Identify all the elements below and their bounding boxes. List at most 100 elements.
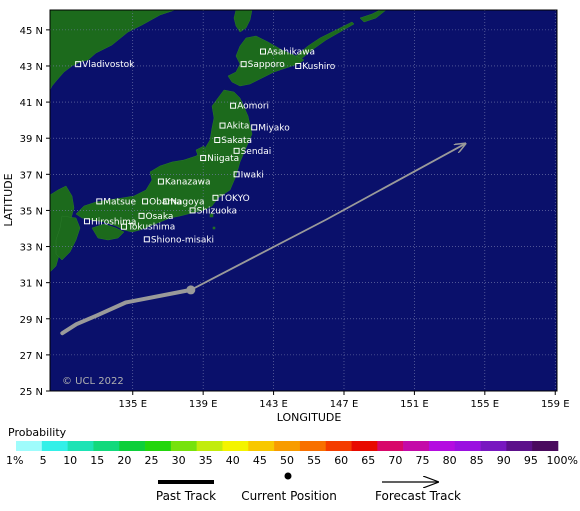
sado-island <box>195 145 207 157</box>
city-label: Niigata <box>207 154 239 164</box>
y-tick-label: 33 N <box>20 243 43 254</box>
colorbar-tick-label: 70 <box>388 454 402 467</box>
y-tick-label: 31 N <box>20 279 43 290</box>
y-tick-label: 43 N <box>20 62 43 73</box>
city-osaka: Osaka <box>138 212 174 222</box>
track-legend: Past Track Current Position Forecast Tra… <box>156 472 461 503</box>
city-label: Obama <box>149 197 182 207</box>
copyright-label: © UCL 2022 <box>62 376 124 387</box>
city-label: TOKYO <box>218 194 249 204</box>
colorbar-tick-label: 10 <box>63 454 77 467</box>
colorbar-segment <box>428 441 456 451</box>
city-marker <box>214 137 221 144</box>
colorbar-tick-label: 55 <box>307 454 321 467</box>
colorbar-tick-label: 20 <box>117 454 131 467</box>
colorbar-tick-label: 50 <box>280 454 294 467</box>
city-label: Kanazawa <box>165 178 211 188</box>
city-label: Vladivostok <box>82 60 135 70</box>
kuril-islands <box>295 21 355 61</box>
colorbar-tick-label: 40 <box>226 454 240 467</box>
colorbar-segment <box>480 441 507 451</box>
asia-mainland <box>50 10 176 91</box>
city-labels: Vladivostok Asahikawa Sapporo Kushiro Aomori… <box>75 48 336 245</box>
colorbar-tick-label: 75 <box>416 454 430 467</box>
colorbar-segment <box>377 441 404 451</box>
current-position-marker <box>186 285 196 295</box>
city-marker <box>157 178 164 185</box>
x-axis-ticks: 135 E 139 E 143 E 147 E 151 E 155 E 159 E <box>118 391 570 410</box>
colorbar-segment <box>351 441 378 451</box>
city-marker <box>138 212 145 219</box>
tracks-layer <box>60 144 466 336</box>
city-obama: Obama <box>142 197 182 207</box>
colorbar-segment <box>145 441 172 451</box>
colorbar-tick-label: 25 <box>145 454 159 467</box>
shikoku <box>91 223 125 241</box>
city-label: Osaka <box>146 212 174 222</box>
y-tick-label: 37 N <box>20 170 43 181</box>
city-marker <box>233 147 240 154</box>
legend-current-position-swatch <box>284 472 292 480</box>
city-label: Matsue <box>103 197 136 207</box>
city-label: Kushiro <box>302 62 336 72</box>
izu-island <box>209 213 214 218</box>
colorbar-tick-label: 85 <box>470 454 484 467</box>
city-akita: Akita <box>219 122 250 132</box>
y-tick-label: 25 N <box>20 387 43 398</box>
colorbar-segment <box>299 441 327 451</box>
colorbar-tick-label: 60 <box>334 454 348 467</box>
city-matsue: Matsue <box>96 197 136 207</box>
city-label: Shizuoka <box>197 206 237 216</box>
city-marker <box>230 102 237 109</box>
hokkaido <box>227 35 305 87</box>
colorbar-tick-label: 65 <box>361 454 375 467</box>
colorbar-tick-label: 80 <box>443 454 457 467</box>
city-marker <box>83 218 90 225</box>
colorbar-tick-label: 15 <box>90 454 104 467</box>
city-label: Akita <box>227 122 250 132</box>
x-tick-label: 139 E <box>189 399 218 410</box>
city-label: Nagoya <box>170 197 204 207</box>
x-tick-label: 135 E <box>118 399 147 410</box>
city-marker <box>295 62 302 69</box>
city-marker <box>212 194 219 201</box>
city-label: Sapporo <box>248 60 286 70</box>
x-tick-label: 143 E <box>259 399 288 410</box>
city-label: Iwaki <box>241 170 264 180</box>
colorbar-segment <box>532 441 559 451</box>
y-tick-label: 29 N <box>20 315 43 326</box>
city-label: Asahikawa <box>267 48 315 58</box>
forecast-track-line <box>190 144 466 291</box>
city-marker <box>251 124 258 131</box>
colorbar-segment <box>222 441 249 451</box>
city-nagoya: Nagoya <box>163 197 205 207</box>
colorbar-segment <box>248 441 275 451</box>
colorbar-tick-label: 100% <box>547 454 578 467</box>
y-tick-label: 39 N <box>20 134 43 145</box>
city-label: Tokushima <box>127 223 175 233</box>
colorbar-segment <box>325 441 352 451</box>
legend-past-track-label: Past Track <box>156 489 216 503</box>
city-iwaki: Iwaki <box>233 170 264 180</box>
city-sendai: Sendai <box>233 147 271 157</box>
city-miyako: Miyako <box>251 123 290 133</box>
city-marker <box>189 207 196 214</box>
colorbar-title: Probability <box>8 426 67 439</box>
y-axis-ticks: 25 N 27 N 29 N 31 N 33 N 35 N 37 N 39 N 41 N 43 N… <box>20 26 50 398</box>
colorbar-tick-label: 95 <box>524 454 538 467</box>
izu-island <box>212 226 216 230</box>
kyushu <box>55 215 81 261</box>
city-marker <box>233 171 240 178</box>
city-marker <box>120 223 127 230</box>
colorbar-segment <box>196 441 223 451</box>
land-masses <box>50 10 387 273</box>
city-tokushima: Tokushima <box>120 223 175 233</box>
colorbar-tick-label: 5 <box>40 454 47 467</box>
colorbar-segment <box>41 441 68 451</box>
colorbar-segment <box>506 441 533 451</box>
legend-current-position-label: Current Position <box>241 489 337 503</box>
city-shiono-misaki: Shiono-misaki <box>143 235 214 245</box>
y-tick-label: 45 N <box>20 26 43 37</box>
x-axis-title: LONGITUDE <box>277 411 342 424</box>
